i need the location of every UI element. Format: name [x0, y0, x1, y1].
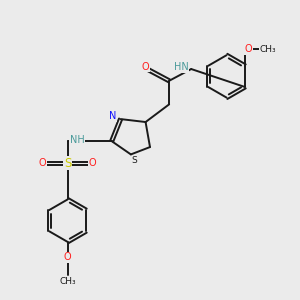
Text: CH₃: CH₃	[59, 277, 76, 286]
Text: N: N	[109, 111, 116, 121]
Text: NH: NH	[70, 135, 85, 145]
Text: O: O	[39, 158, 46, 168]
Text: CH₃: CH₃	[260, 44, 276, 53]
Text: O: O	[64, 252, 71, 262]
Text: O: O	[244, 44, 252, 54]
Text: S: S	[64, 157, 71, 170]
Text: HN: HN	[174, 62, 189, 72]
Text: S: S	[131, 156, 137, 165]
Text: O: O	[89, 158, 96, 168]
Text: O: O	[142, 62, 149, 72]
